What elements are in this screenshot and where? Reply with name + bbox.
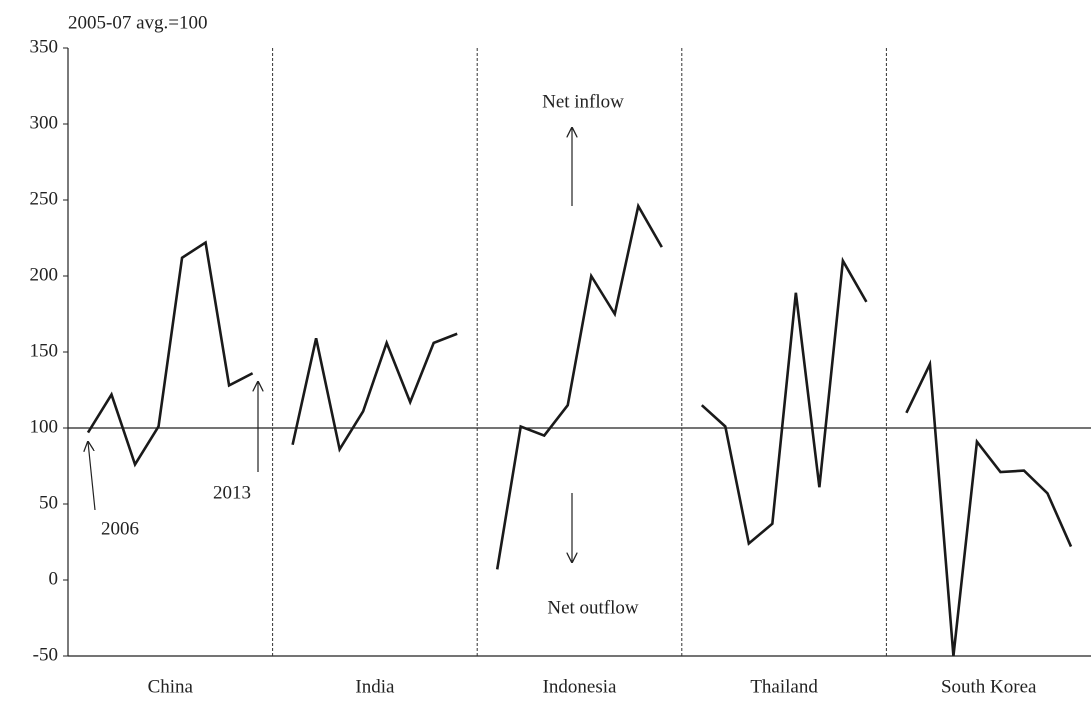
annotation: Net outflow bbox=[547, 597, 639, 618]
x-tick-label: South Korea bbox=[941, 676, 1037, 697]
x-tick-label: China bbox=[148, 676, 194, 697]
y-tick-label: 350 bbox=[30, 36, 59, 57]
line bbox=[905, 359, 1073, 657]
x-tick-label: Indonesia bbox=[543, 676, 617, 697]
line bbox=[495, 202, 663, 570]
y-tick-label: 300 bbox=[30, 112, 59, 133]
subtitle: 2005-07 avg.=100 bbox=[68, 12, 207, 33]
x-tick-label: India bbox=[355, 676, 395, 697]
arrow bbox=[88, 442, 96, 511]
line bbox=[291, 332, 458, 453]
annotation: 2006 bbox=[101, 518, 139, 539]
line bbox=[700, 256, 868, 546]
annotation: 2013 bbox=[213, 482, 251, 503]
y-tick-label: 200 bbox=[30, 264, 59, 285]
line bbox=[86, 240, 254, 468]
y-tick-label: 50 bbox=[39, 492, 58, 513]
y-tick-label: 250 bbox=[30, 188, 59, 209]
y-tick-label: 0 bbox=[49, 568, 59, 589]
y-tick-label: -50 bbox=[33, 644, 58, 665]
annotation: Net inflow bbox=[542, 91, 624, 112]
x-tick-label: Thailand bbox=[750, 676, 818, 697]
y-tick-label: 150 bbox=[30, 340, 59, 361]
y-tick-label: 100 bbox=[30, 416, 59, 437]
